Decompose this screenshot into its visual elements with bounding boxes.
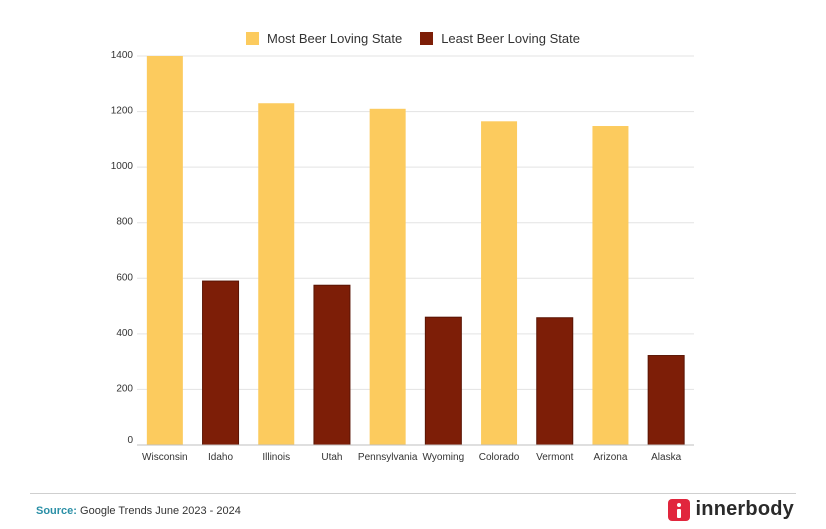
bar-chart: 0 200 400 600 800 1000 1200 1400 Wisconsin Idaho… [111, 50, 694, 463]
bar-idaho [202, 280, 240, 446]
x-tick-label-idaho: Idaho [208, 452, 233, 463]
x-tick-label-arizona: Arizona [593, 452, 627, 463]
legend-swatch-least [420, 32, 434, 45]
source-text: Google Trends June 2023 - 2024 [80, 505, 241, 517]
x-tick-label-wyoming: Wyoming [423, 452, 465, 463]
source-note: Source: Google Trends June 2023 - 2024 [36, 505, 241, 517]
legend-item-most: Most Beer Loving State [246, 31, 402, 46]
x-tick-label-vermont: Vermont [536, 452, 573, 463]
x-tick-label-colorado: Colorado [479, 452, 520, 463]
footer-divider [30, 493, 796, 494]
bar-wisconsin [146, 56, 183, 445]
y-tick-label: 600 [116, 272, 133, 283]
y-tick-label: 1400 [111, 50, 134, 61]
y-tick-label: 400 [116, 328, 133, 339]
legend-label-most: Most Beer Loving State [267, 31, 403, 46]
legend-label-least: Least Beer Loving State [441, 31, 580, 46]
bar-pennsylvania [369, 108, 406, 446]
legend: Most Beer Loving State Least Beer Loving… [0, 31, 826, 46]
y-tick-label: 1000 [111, 161, 134, 172]
x-tick-label-illinois: Illinois [262, 452, 290, 463]
x-tick-label-utah: Utah [321, 452, 342, 463]
bar-colorado [481, 121, 518, 446]
x-tick-label-pennsylvania: Pennsylvania [358, 452, 418, 463]
x-tick-label-alaska: Alaska [651, 452, 681, 463]
y-tick-label: 200 [116, 383, 133, 394]
bar-illinois [258, 103, 295, 445]
y-tick-label: 1200 [111, 106, 134, 117]
legend-swatch-most [246, 32, 260, 45]
bar-vermont [536, 317, 574, 446]
bar-alaska [647, 355, 685, 446]
bar-arizona [592, 126, 629, 446]
legend-item-least: Least Beer Loving State [420, 31, 580, 46]
y-tick-label: 800 [116, 217, 133, 228]
x-tick-label-wisconsin: Wisconsin [142, 452, 188, 463]
info-i-icon [667, 498, 690, 521]
bar-wyoming [424, 316, 462, 446]
brand-name: innerbody [695, 498, 794, 520]
y-tick-label: 0 [127, 435, 133, 446]
y-axis-tick-labels: 0 200 400 600 800 1000 1200 1400 [111, 50, 134, 446]
bars [146, 56, 685, 446]
brand-logo: innerbody [667, 498, 794, 521]
x-axis-tick-labels: Wisconsin Idaho Illinois Utah Pennsylvania Wy… [142, 452, 682, 463]
source-label: Source: [36, 505, 77, 517]
bar-utah [313, 284, 351, 446]
